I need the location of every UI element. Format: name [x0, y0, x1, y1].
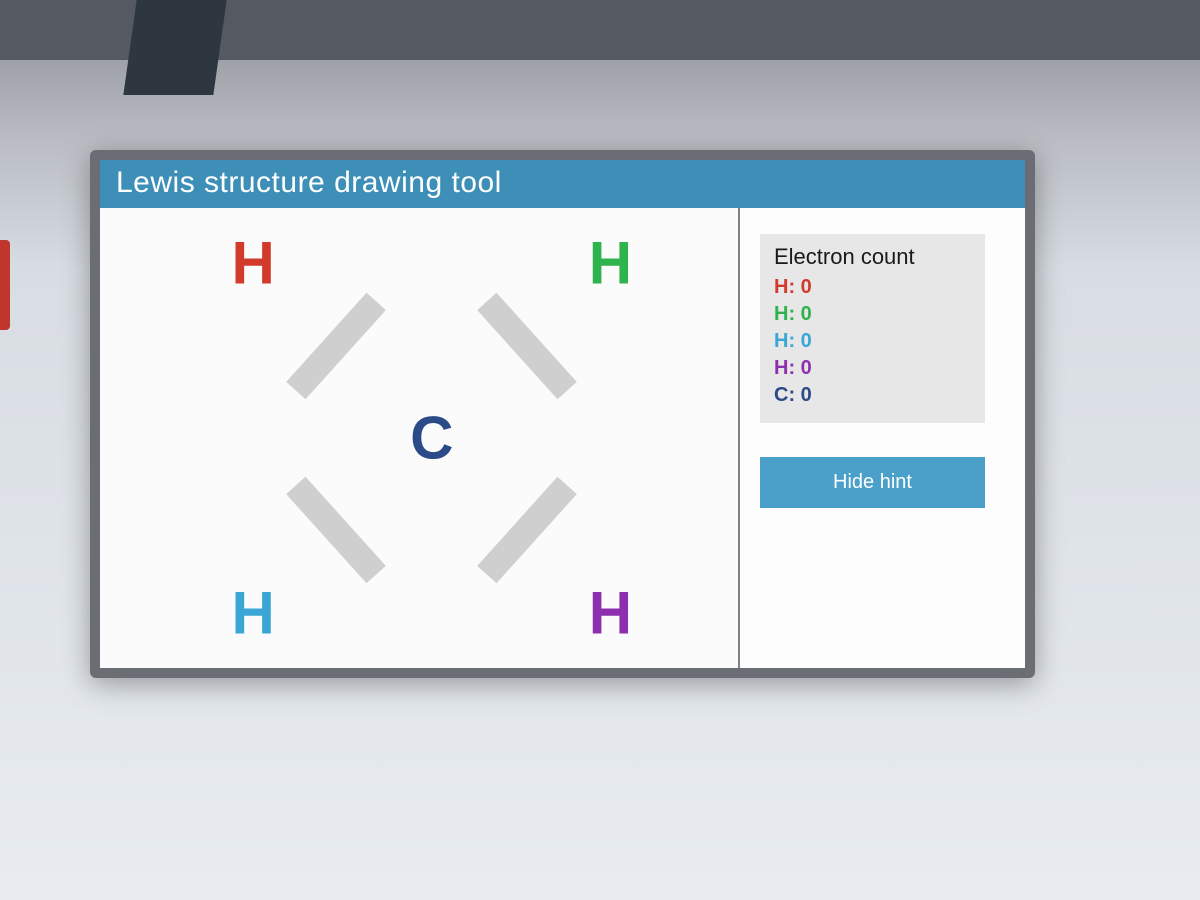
bond[interactable] — [286, 293, 386, 400]
left-red-tab — [0, 240, 10, 330]
atom-C-c[interactable]: C — [410, 404, 453, 473]
atom-H-br[interactable]: H — [589, 578, 632, 647]
electron-count-card: Electron count H: 0H: 0H: 0H: 0C: 0 — [760, 234, 985, 423]
bond[interactable] — [478, 293, 578, 400]
electron-count-row: C: 0 — [774, 382, 971, 409]
background-block — [123, 0, 226, 95]
lewis-tool-panel: Lewis structure drawing tool H H C H H Elect… — [90, 150, 1035, 678]
tool-title: Lewis structure drawing tool — [116, 166, 502, 199]
electron-count-row: H: 0 — [774, 328, 971, 355]
electron-count-row: H: 0 — [774, 301, 971, 328]
bond[interactable] — [478, 477, 578, 584]
atom-H-bl[interactable]: H — [231, 578, 274, 647]
hide-hint-button[interactable]: Hide hint — [760, 457, 985, 508]
atom-H-tr[interactable]: H — [589, 229, 632, 298]
bond[interactable] — [286, 477, 386, 584]
electron-count-list: H: 0H: 0H: 0H: 0C: 0 — [774, 274, 971, 409]
tool-content: HHCHH Electron count H: 0H: 0H: 0H: 0C: … — [100, 208, 1025, 668]
tool-title-bar: Lewis structure drawing tool — [100, 160, 1025, 208]
electron-count-row: H: 0 — [774, 355, 971, 382]
sidebar: Electron count H: 0H: 0H: 0H: 0C: 0 Hide… — [740, 208, 1025, 668]
atom-H-tl[interactable]: H — [231, 229, 274, 298]
electron-count-row: H: 0 — [774, 274, 971, 301]
drawing-canvas[interactable]: H H C H H — [100, 208, 740, 668]
electron-count-title: Electron count — [774, 244, 971, 270]
